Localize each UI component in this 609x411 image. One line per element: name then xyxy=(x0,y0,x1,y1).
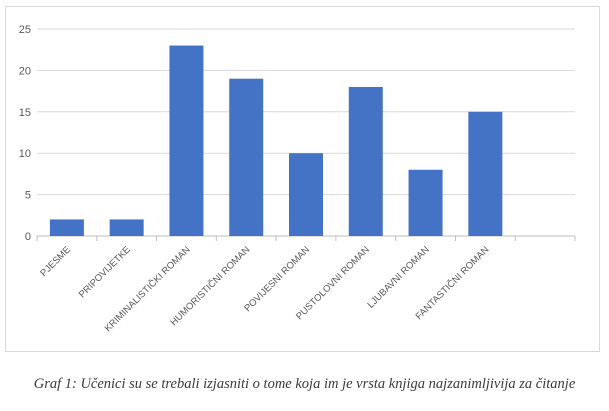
bar xyxy=(289,153,323,236)
bar xyxy=(468,111,503,236)
y-tick-label: 25 xyxy=(19,24,31,36)
bar xyxy=(229,78,264,237)
y-tick-label: 15 xyxy=(19,107,31,119)
y-tick-label: 0 xyxy=(25,231,31,243)
bar xyxy=(169,45,204,237)
y-tick-label: 10 xyxy=(19,148,31,160)
y-tick-label: 20 xyxy=(19,65,31,77)
x-category-label: POVIJESNI ROMAN xyxy=(242,244,312,314)
bar xyxy=(408,169,443,236)
y-tick-label: 5 xyxy=(25,190,31,202)
figure-caption: Graf 1: Učenici su se trebali izjasniti … xyxy=(33,376,576,392)
x-category-label: LJUBAVNI ROMAN xyxy=(365,244,431,310)
x-category-label: PRIPOVIJETKE xyxy=(77,244,133,300)
bar xyxy=(49,219,84,236)
bar xyxy=(109,219,144,236)
x-category-label: PJESME xyxy=(38,244,73,279)
bar xyxy=(348,86,383,237)
